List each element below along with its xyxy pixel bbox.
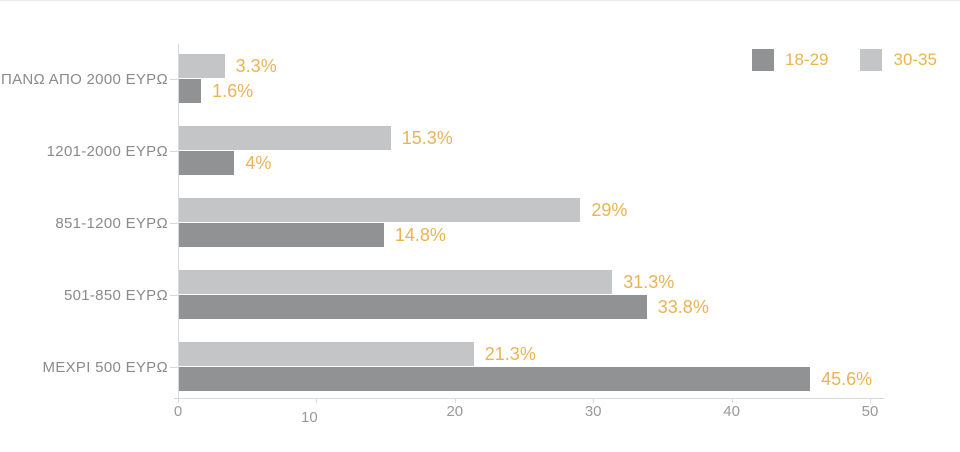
- bar-18-29: [179, 223, 384, 247]
- legend-swatch: [860, 49, 883, 71]
- x-tick-label: 40: [723, 403, 740, 420]
- y-axis-tick: [170, 150, 179, 152]
- value-label: 45.6%: [821, 369, 873, 389]
- value-label: 1.6%: [212, 81, 254, 101]
- bar-30-35: [179, 270, 613, 294]
- x-axis-tick: [870, 398, 871, 403]
- bar-18-29: [179, 151, 235, 175]
- bar-18-29: [179, 367, 811, 391]
- y-axis-tick: [170, 78, 179, 80]
- y-axis-tick: [170, 366, 179, 368]
- legend-swatch: [752, 49, 774, 71]
- category-label: 1201-2000 ΕΥΡΩ: [46, 142, 168, 160]
- value-label: 29%: [591, 200, 628, 220]
- value-label: 21.3%: [484, 344, 536, 364]
- x-tick-label: 20: [446, 403, 464, 420]
- bar-18-29: [179, 79, 202, 103]
- value-label: 31.3%: [623, 272, 675, 292]
- y-axis-tick: [170, 222, 179, 224]
- bar-30-35: [179, 198, 581, 222]
- value-label: 14.8%: [394, 225, 446, 245]
- bar-30-35: [179, 54, 225, 78]
- legend-item: 30-35: [860, 49, 937, 71]
- bar-30-35: [179, 342, 474, 366]
- x-axis-tick: [731, 398, 733, 403]
- y-axis-line: [178, 44, 179, 398]
- legend-item: 18-29: [752, 49, 828, 71]
- x-axis-tick: [593, 398, 595, 403]
- bar-18-29: [179, 295, 647, 319]
- value-label: 33.8%: [657, 297, 709, 317]
- x-tick-label: 30: [584, 403, 602, 420]
- chart-legend: 18-29 30-35: [752, 49, 937, 71]
- legend-label: 18-29: [785, 50, 829, 69]
- bar-30-35: [179, 126, 391, 150]
- x-tick-label: 10: [301, 409, 318, 426]
- value-label: 3.3%: [235, 56, 277, 76]
- y-axis-tick: [170, 294, 179, 296]
- x-axis-line: [174, 398, 884, 399]
- x-axis-tick: [316, 398, 318, 403]
- legend-label: 30-35: [893, 50, 937, 69]
- x-tick-label: 0: [173, 403, 183, 420]
- category-label: ΠΑΝΩ ΑΠΟ 2000 ΕΥΡΩ: [0, 70, 168, 88]
- x-axis-tick: [454, 398, 456, 403]
- value-label: 4%: [245, 153, 272, 173]
- value-label: 15.3%: [401, 128, 453, 148]
- x-tick-label: 50: [861, 403, 879, 420]
- category-label: 501-850 ΕΥΡΩ: [63, 286, 168, 304]
- category-label: ΜΕΧΡΙ 500 ΕΥΡΩ: [42, 358, 168, 376]
- category-label: 851-1200 ΕΥΡΩ: [55, 214, 168, 232]
- x-axis-tick: [178, 398, 179, 403]
